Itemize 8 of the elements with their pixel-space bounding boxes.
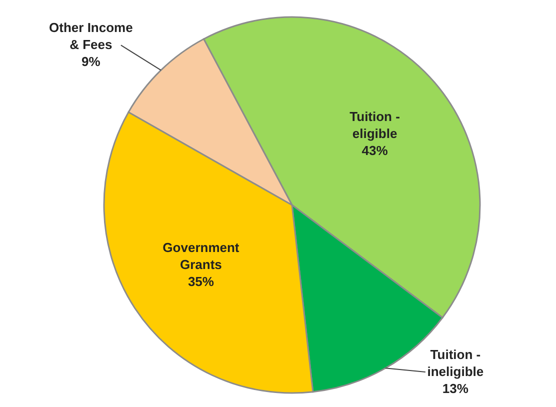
slice-label: Tuition - eligible <box>350 109 400 142</box>
data-label: 9% <box>82 54 101 70</box>
slice-label: Tuition - ineligible <box>427 347 484 379</box>
data-label: 43% <box>362 143 388 158</box>
slice-label: Government Grants <box>162 240 240 272</box>
slice-label: Other Income & Fees <box>49 20 133 52</box>
data-label: 35% <box>188 274 214 290</box>
data-label: 13% <box>442 381 469 396</box>
